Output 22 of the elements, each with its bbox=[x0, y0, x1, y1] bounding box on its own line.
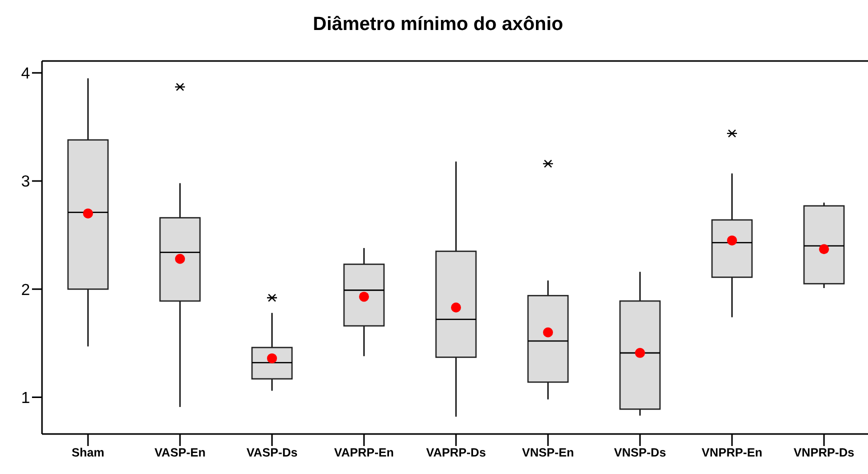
point bbox=[635, 348, 645, 358]
point bbox=[175, 254, 185, 264]
point bbox=[727, 235, 737, 246]
point bbox=[451, 302, 461, 313]
y-tick-label: 2 bbox=[21, 282, 30, 299]
point bbox=[83, 208, 93, 218]
y-tick-label: 4 bbox=[21, 66, 30, 83]
point bbox=[359, 292, 369, 302]
x-tick-label: Sham bbox=[72, 446, 104, 460]
point bbox=[819, 244, 829, 254]
x-tick-label: VASP-En bbox=[154, 446, 206, 460]
x-tick-label: VAPRP-En bbox=[334, 446, 394, 460]
point bbox=[543, 327, 553, 338]
x-tick-label: VAPRP-Ds bbox=[426, 446, 486, 460]
x-tick-label: VNPRP-En bbox=[702, 446, 762, 460]
x-tick-label: VNPRP-Ds bbox=[794, 446, 855, 460]
y-tick-label: 1 bbox=[21, 390, 30, 407]
x-tick-label: VNSP-En bbox=[522, 446, 574, 460]
chart-title: Diâmetro mínimo do axônio bbox=[312, 14, 564, 36]
y-tick-label: 3 bbox=[21, 174, 30, 191]
x-tick-label: VNSP-Ds bbox=[614, 446, 666, 460]
x-tick-label: VASP-Ds bbox=[246, 446, 298, 460]
